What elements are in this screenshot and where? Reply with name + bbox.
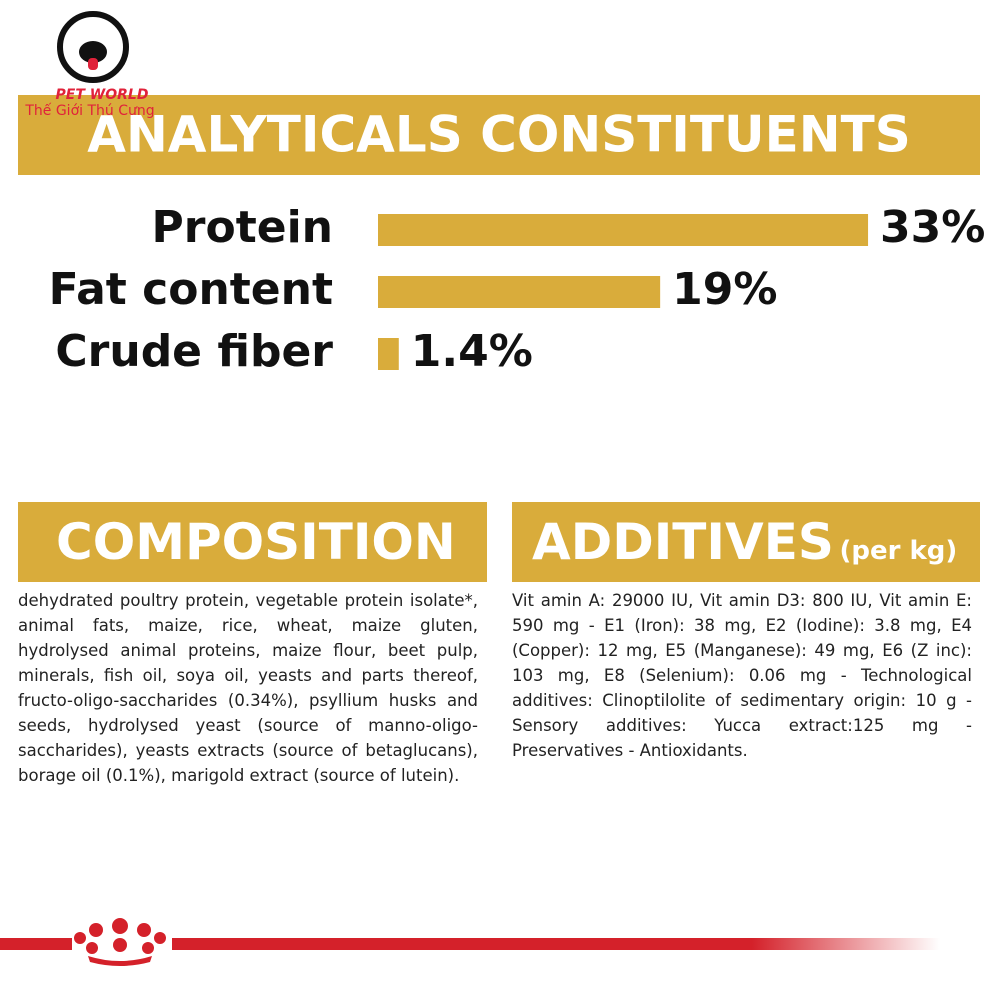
chart-title: ANALYTICALS CONSTITUENTS bbox=[87, 106, 911, 164]
additives-title: ADDITIVES bbox=[532, 513, 834, 571]
title-band bbox=[18, 95, 980, 175]
logo-brand: PET WORLD bbox=[56, 87, 149, 103]
additives-unit: (per kg) bbox=[839, 536, 958, 566]
additives-text: Vit amin A: 29000 IU, Vit amin D3: 800 I… bbox=[512, 591, 972, 760]
composition-text: dehydrated poultry protein, vegetable pr… bbox=[18, 591, 478, 785]
composition-header: COMPOSITION bbox=[18, 502, 487, 582]
value-label: 19% bbox=[672, 264, 777, 315]
bar bbox=[378, 338, 399, 370]
value-label: 1.4% bbox=[411, 326, 533, 377]
composition-title: COMPOSITION bbox=[56, 513, 456, 571]
additives-header: ADDITIVES (per kg) bbox=[512, 502, 980, 582]
bar bbox=[378, 276, 661, 308]
logo-tongue bbox=[88, 58, 98, 70]
category-label: Protein bbox=[152, 202, 333, 253]
category-label: Fat content bbox=[49, 264, 333, 315]
bar bbox=[378, 214, 869, 246]
logo-tagline: Thế Giới Thú Cưng bbox=[24, 102, 154, 119]
category-label: Crude fiber bbox=[55, 326, 333, 377]
logo-nose bbox=[79, 41, 107, 63]
value-label: 33% bbox=[880, 202, 985, 253]
brand-stripe bbox=[0, 938, 940, 950]
crown-logo bbox=[72, 918, 172, 966]
